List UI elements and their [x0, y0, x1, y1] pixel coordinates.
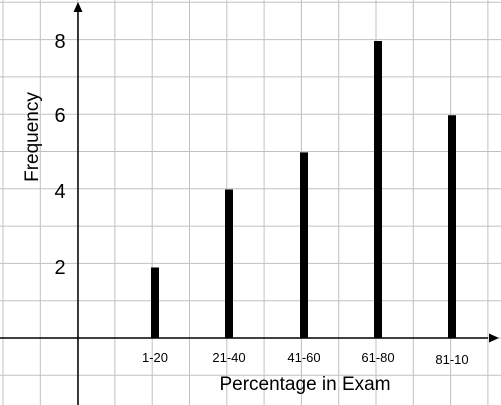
x-tick-label: 41-60 — [287, 350, 320, 365]
x-tick-label: 21-40 — [212, 350, 245, 365]
x-tick-label: 61-80 — [361, 350, 394, 365]
x-axis-title: Percentage in Exam — [219, 374, 390, 395]
y-tick-labels: 2 4 6 8 — [54, 31, 65, 279]
y-axis-arrow — [73, 2, 83, 12]
bar-41-60 — [300, 152, 308, 338]
y-tick-label: 4 — [54, 181, 65, 203]
x-tick-labels: 1-20 21-40 41-60 61-80 81-10 — [142, 350, 469, 367]
x-axis-arrow — [489, 333, 499, 343]
y-axis-title: Frequency — [22, 92, 43, 182]
y-tick-label: 6 — [54, 105, 65, 127]
bars — [151, 41, 456, 338]
bar-21-40 — [225, 189, 233, 338]
y-tick-label: 2 — [54, 257, 65, 279]
y-tick-label: 8 — [54, 31, 65, 53]
bar-81-10 — [448, 115, 456, 338]
x-tick-label: 1-20 — [142, 350, 168, 365]
bar-61-80 — [374, 41, 382, 338]
x-tick-label: 81-10 — [435, 352, 468, 367]
bar-1-20 — [151, 267, 159, 338]
